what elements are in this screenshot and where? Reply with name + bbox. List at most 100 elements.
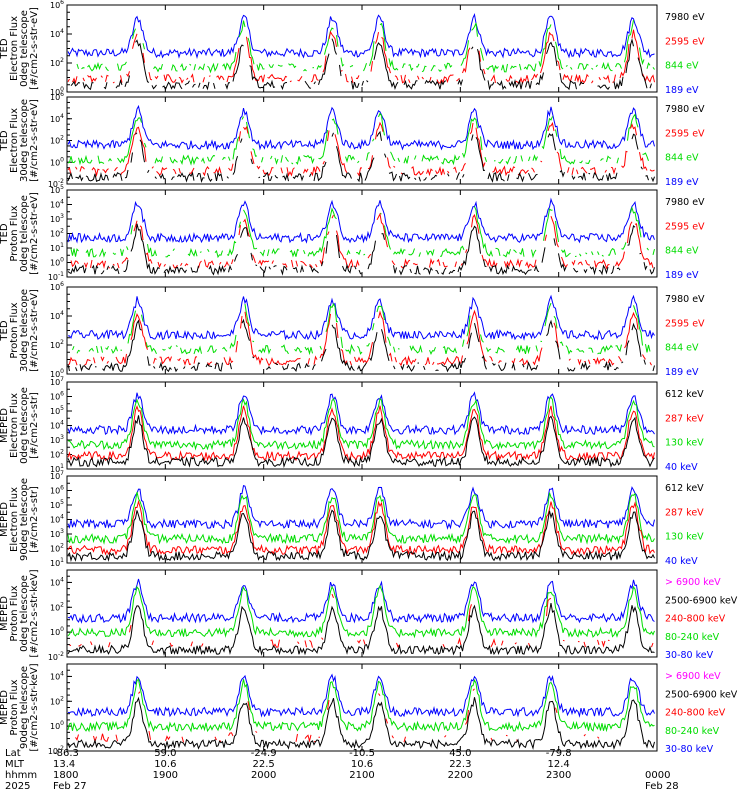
- series-green: [67, 584, 655, 639]
- legend-entry: 612 keV: [665, 389, 704, 400]
- series-black: [67, 223, 655, 276]
- y-axis-label-line: 0deg telescope: [19, 10, 30, 87]
- series-black: [67, 603, 655, 656]
- legend-entry: 2595 eV: [665, 221, 705, 232]
- y-tick-label: 105: [50, 184, 64, 195]
- y-tick-label: 102: [50, 449, 64, 460]
- y-axis-label-line: Proton Flux: [9, 679, 20, 735]
- y-axis-label-line: 30deg telescope: [19, 99, 30, 182]
- series-black: [67, 415, 655, 469]
- legend-entry: 287 keV: [665, 507, 704, 518]
- y-axis-label-line: 0deg telescope: [19, 195, 30, 272]
- y-tick-label: 106: [50, 0, 64, 10]
- legend-entry: 2500-6900 keV: [665, 689, 738, 700]
- time-axis-value: 2100: [349, 770, 374, 781]
- time-axis-value: 59.0: [154, 748, 176, 759]
- time-axis-row-label: hhmm: [5, 770, 37, 781]
- y-tick-label: 102: [50, 339, 64, 350]
- y-tick-label: 104: [50, 576, 64, 587]
- series-blue: [67, 484, 655, 530]
- y-tick-label: 102: [50, 57, 64, 68]
- panel-8: 10-2 100 102 104 MEPED Proton Flux 90deg teles…: [0, 663, 738, 756]
- y-tick-label: 106: [50, 281, 64, 292]
- y-axis-label-line: 0deg telescope: [19, 575, 30, 652]
- series-red: [67, 499, 655, 556]
- y-axis-label-line: 30deg telescope: [19, 289, 30, 372]
- legend-entry: 40 keV: [665, 462, 698, 473]
- series-green: [70, 206, 655, 259]
- panel-frame: [66, 189, 658, 278]
- series-black: [67, 696, 655, 751]
- legend-entry: 7980 eV: [665, 197, 705, 208]
- y-tick-label: 102: [50, 601, 64, 612]
- legend-entry: 130 keV: [665, 532, 704, 543]
- y-tick-label: 104: [50, 514, 64, 525]
- y-tick-label: 102: [50, 135, 64, 146]
- time-axis-value: 2000: [251, 770, 276, 781]
- series-red: [67, 405, 655, 462]
- time-axis-row-label: Lat: [5, 748, 21, 759]
- series-red: [67, 29, 655, 85]
- y-tick-label: 104: [50, 310, 64, 321]
- y-axis-label-line: Proton Flux: [9, 302, 20, 358]
- series-green: [68, 396, 655, 451]
- y-axis-label-line: MEPED: [0, 596, 10, 631]
- panels: 100 102 104 106 TED Electron Flux 0deg telesco…: [0, 0, 738, 756]
- y-tick-label: 103: [50, 434, 64, 445]
- legend-entry: 2500-6900 keV: [665, 595, 738, 606]
- y-tick-label: 101: [50, 242, 64, 253]
- legend-entry: 130 keV: [665, 438, 704, 449]
- y-axis-label-line: [#/cm2-s-str-eV]: [29, 192, 40, 275]
- y-tick-label: 10-1: [48, 271, 64, 282]
- legend-entry: 240-800 keV: [665, 614, 726, 625]
- y-tick-label: 107: [50, 376, 64, 387]
- series-green: [73, 303, 654, 354]
- legend-entry: 189 eV: [665, 85, 699, 96]
- legend-entry: 844 eV: [665, 61, 699, 72]
- panel-2: 10-2 100 102 104 106 TED Electron Flux 30deg te…: [0, 91, 705, 189]
- series-red: [69, 593, 654, 649]
- time-axis-value: 2300: [546, 770, 571, 781]
- panel-3: 10-1 100 101 102 103 104 105 TED Proton Flux 0deg…: [0, 184, 705, 282]
- y-axis-label-line: TED: [0, 223, 10, 244]
- series-blue: [68, 294, 655, 341]
- y-tick-label: 102: [50, 695, 64, 706]
- time-axis-row-label: MLT: [5, 759, 25, 770]
- y-axis-label-line: 90deg telescope: [19, 478, 30, 561]
- y-axis-label-line: [#/cm2-s-str-keV]: [29, 663, 40, 751]
- series-black: [67, 509, 655, 563]
- series-blue: [67, 197, 655, 244]
- legend-entry: 30-80 keV: [665, 650, 714, 661]
- time-axis-value: 22.3: [449, 759, 471, 770]
- series-black: [67, 318, 655, 373]
- y-axis-label-line: Electron Flux: [9, 393, 20, 458]
- legend-entry: 30-80 keV: [665, 744, 714, 755]
- y-tick-label: 100: [50, 156, 64, 167]
- y-tick-label: 104: [50, 113, 64, 124]
- y-axis-label-line: Proton Flux: [9, 205, 20, 261]
- y-tick-label: 106: [50, 485, 64, 496]
- panel-1: 100 102 104 106 TED Electron Flux 0deg telesco…: [0, 0, 705, 97]
- y-axis-label-line: Electron Flux: [9, 108, 20, 173]
- time-axis-value: 12.4: [548, 759, 570, 770]
- y-axis-label-line: [#/cm2-s-str-eV]: [29, 289, 40, 372]
- y-tick-label: 100: [50, 86, 64, 97]
- legend-entry: > 6900 keV: [665, 577, 721, 588]
- y-axis-label-line: Proton Flux: [9, 585, 20, 641]
- legend-entry: 189 eV: [665, 270, 699, 281]
- time-axis-value: -79.8: [546, 748, 572, 759]
- series-red: [67, 121, 655, 178]
- y-axis-label-line: [#/cm2-s-str]: [29, 392, 40, 459]
- series-red: [70, 212, 654, 270]
- y-tick-label: 101: [50, 463, 64, 474]
- y-tick-label: 104: [50, 670, 64, 681]
- y-tick-label: 104: [50, 420, 64, 431]
- legend-entry: 7980 eV: [665, 104, 705, 115]
- y-axis-label-line: MEPED: [0, 502, 10, 537]
- y-axis-label-line: [#/cm2-s-str-eV]: [29, 99, 40, 182]
- y-tick-label: 100: [50, 257, 64, 268]
- time-axis-value: 45.0: [449, 748, 471, 759]
- panel-4: 100 102 104 106 TED Proton Flux 30deg telescop…: [0, 281, 705, 379]
